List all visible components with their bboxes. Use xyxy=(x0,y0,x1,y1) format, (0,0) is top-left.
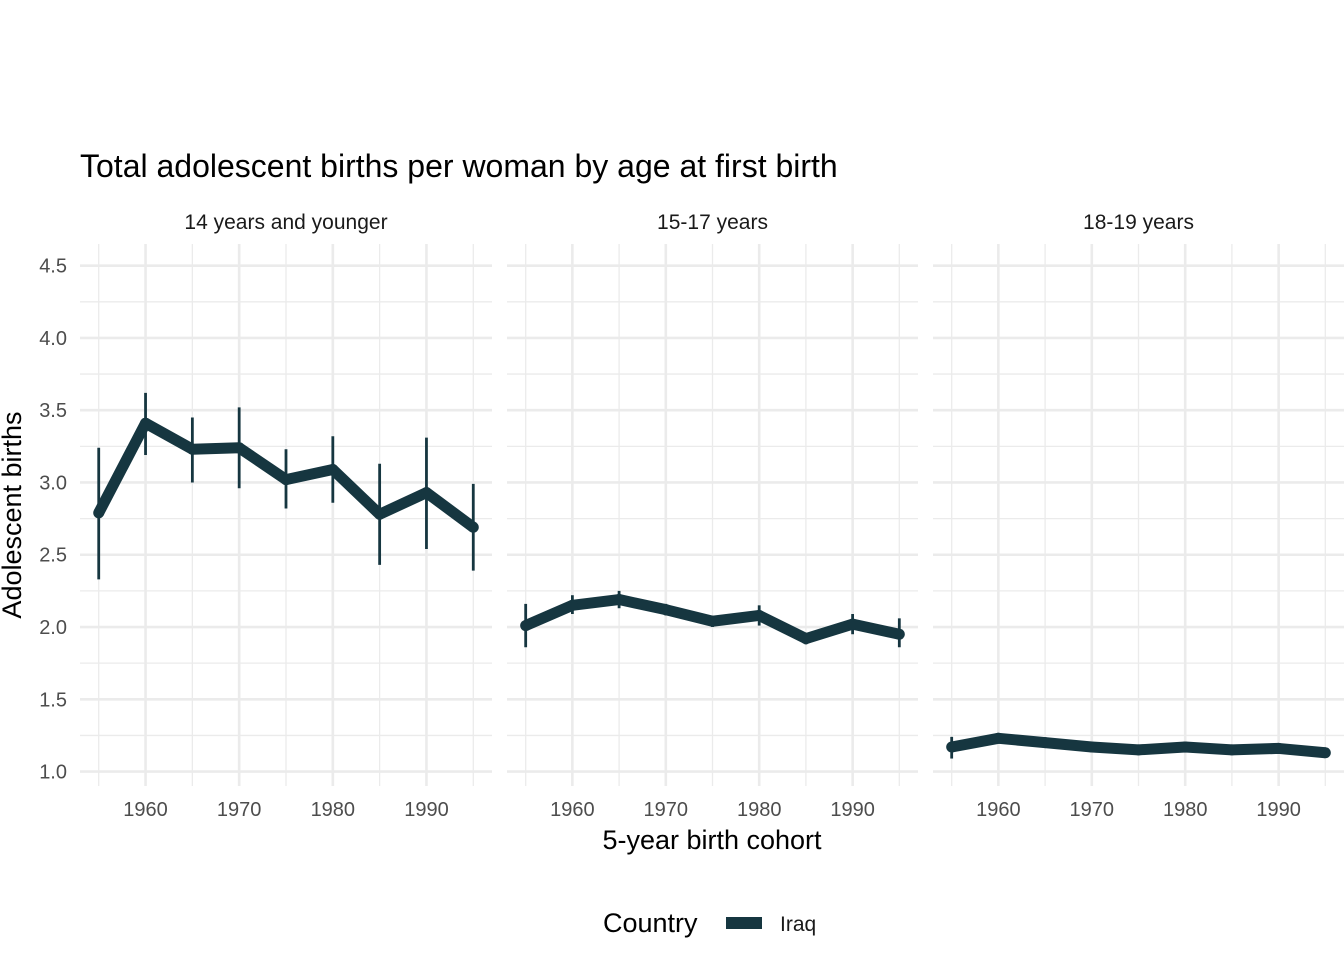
y-tick-label: 2.5 xyxy=(39,545,67,567)
series-iraq xyxy=(946,732,1331,759)
legend-label-iraq: Iraq xyxy=(780,913,816,936)
y-tick-label: 3.0 xyxy=(39,472,67,494)
legend-title: Country xyxy=(603,908,698,938)
data-point xyxy=(520,620,532,632)
facet-label: 18-19 years xyxy=(1083,211,1194,234)
facet-label: 14 years and younger xyxy=(184,211,387,234)
x-tick-label: 1990 xyxy=(1256,799,1301,821)
x-tick-label: 1970 xyxy=(1070,799,1115,821)
x-axis-title: 5-year birth cohort xyxy=(602,825,822,855)
data-point xyxy=(893,628,905,640)
legend: Country Iraq xyxy=(603,908,816,938)
data-point xyxy=(1039,737,1051,749)
data-point xyxy=(613,594,625,606)
data-point xyxy=(374,508,386,520)
data-point xyxy=(1086,741,1098,753)
data-point xyxy=(800,633,812,645)
data-point xyxy=(1179,741,1191,753)
x-tick-label: 1980 xyxy=(1163,799,1208,821)
facet-panel-2: 15-17 years 1960 1970 1980 1990 xyxy=(507,211,918,821)
data-point xyxy=(847,618,859,630)
x-tick-label: 1980 xyxy=(737,799,782,821)
data-point xyxy=(280,474,292,486)
y-tick-label: 3.5 xyxy=(39,400,67,422)
data-point xyxy=(1319,747,1331,759)
facet-panel-3: 18-19 years 1960 1970 1980 1990 xyxy=(933,211,1344,821)
y-axis-title: Adolescent births xyxy=(0,411,27,618)
data-point xyxy=(1133,744,1144,756)
x-tick-label: 1980 xyxy=(311,799,356,821)
data-point xyxy=(946,741,958,753)
data-point xyxy=(1226,744,1238,756)
chart-title: Total adolescent births per woman by age… xyxy=(80,148,838,184)
y-tick-label: 4.5 xyxy=(39,256,67,278)
data-point xyxy=(186,443,198,455)
y-tick-label: 2.0 xyxy=(39,617,67,639)
series-iraq xyxy=(93,392,479,580)
data-point xyxy=(467,521,479,533)
x-tick-label: 1990 xyxy=(404,799,449,821)
data-point xyxy=(93,507,105,519)
y-tick-label: 1.5 xyxy=(39,689,67,711)
y-tick-label: 1.0 xyxy=(39,762,67,784)
data-point xyxy=(707,615,718,627)
data-point xyxy=(1273,742,1285,754)
data-point xyxy=(233,442,245,454)
facet-panel-1: 14 years and younger 1.0 1.5 2.0 2.5 3.0 3.5 4.… xyxy=(39,211,492,821)
data-point xyxy=(327,463,339,475)
data-point xyxy=(566,599,578,611)
data-point xyxy=(992,732,1004,744)
facet-panels: 14 years and younger 1.0 1.5 2.0 2.5 3.0 3.5 4.… xyxy=(39,211,1344,821)
x-tick-label: 1970 xyxy=(644,799,689,821)
x-tick-label: 1990 xyxy=(830,799,875,821)
series-iraq xyxy=(520,590,905,648)
x-tick-label: 1960 xyxy=(550,799,595,821)
y-tick-label: 4.0 xyxy=(39,328,67,350)
data-point xyxy=(753,609,765,621)
x-tick-label: 1960 xyxy=(123,799,168,821)
facet-label: 15-17 years xyxy=(657,211,768,234)
x-tick-label: 1970 xyxy=(217,799,262,821)
data-point xyxy=(660,604,672,616)
data-point xyxy=(420,487,432,499)
data-point xyxy=(140,417,152,429)
x-tick-label: 1960 xyxy=(976,799,1021,821)
